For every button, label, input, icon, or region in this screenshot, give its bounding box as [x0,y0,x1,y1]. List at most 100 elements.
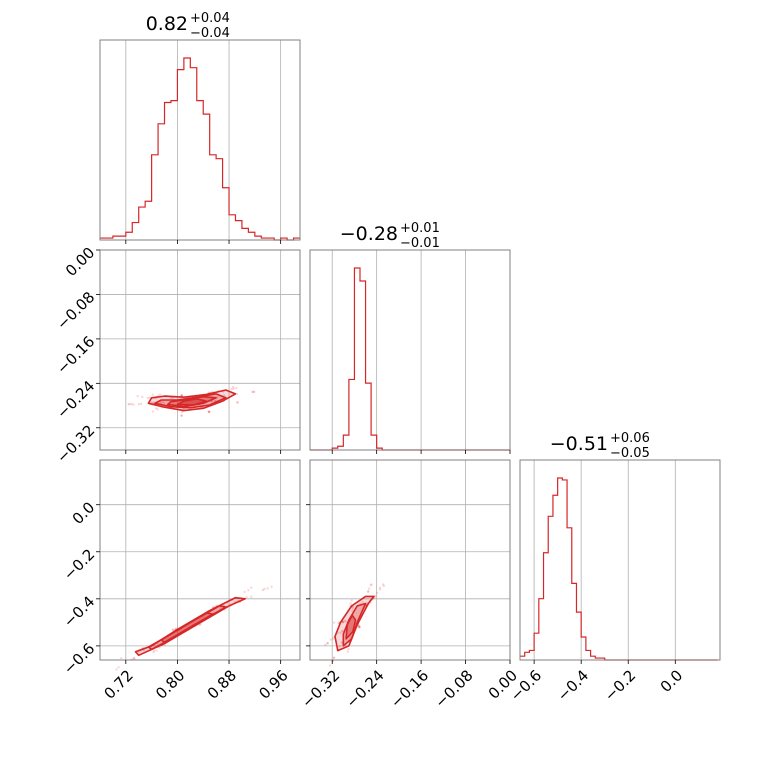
x-tick-label-1-0: −0.32 [298,666,343,711]
sample-point [180,414,183,417]
sample-point [137,402,141,406]
sample-point [235,386,238,390]
sample-point [152,650,155,654]
sample-point [219,606,222,610]
sample-point [130,402,133,406]
sample-point [358,624,361,628]
sample-point [341,629,344,633]
histogram-panel-2: −0.51 +0.06−0.05 [519,431,721,664]
y-tick-label-2-3: 0.0 [69,498,99,528]
sample-point [332,621,336,624]
sample-point [263,587,266,591]
sample-point [338,645,341,648]
sample-point [342,620,345,623]
sample-point [137,651,140,654]
y-tick-label-1-1: −0.24 [53,377,98,422]
param-title-1: −0.28 +0.01−0.01 [340,221,440,251]
sample-point [136,394,139,398]
sample-point [378,588,382,591]
sample-point [128,402,131,406]
sample-point [180,394,184,397]
sample-point [324,643,327,647]
sample-point [382,584,386,588]
scatter-panel-0-1 [96,249,301,454]
sample-point [159,401,162,405]
sample-point [230,387,233,391]
sample-point [180,394,183,397]
panel-frame-0-2 [99,459,301,661]
histogram-steps-0 [100,57,300,241]
sample-point [332,656,335,660]
sample-point [339,631,342,635]
x-tick-label-1-1: −0.24 [343,666,388,711]
param-title-2: −0.51 +0.06−0.05 [550,431,650,461]
y-tick-label-1-4: 0.00 [62,244,98,280]
title-median-2: −0.51 [550,433,608,455]
sample-point [332,656,336,659]
x-tick-label-0-2: 0.88 [204,666,240,702]
x-tick-label-0-1: 0.80 [152,666,188,702]
sample-point [341,630,344,633]
title-minus-0: −0.04 [190,26,230,41]
sample-point [151,393,154,396]
panel-frame-2-2 [519,459,721,661]
sample-point [162,401,165,404]
sample-point [180,394,183,397]
histogram-steps-2 [520,477,718,661]
sample-point [245,595,248,599]
scatter-panel-0-2 [96,459,301,671]
sample-point [374,594,377,598]
y-tick-label-2-0: −0.6 [60,640,98,678]
sample-point [370,583,373,586]
panel-frame-0-0 [99,39,301,241]
sample-point [156,408,159,411]
title-plus-1: +0.01 [400,221,440,236]
contour-level-2 [345,614,357,640]
panel-frame-0-1 [99,249,301,451]
sample-point [361,600,364,604]
x-tick-label-2-2: −0.2 [601,666,639,704]
sample-point [252,390,256,393]
histogram-panel-1: −0.28 +0.01−0.01 [309,221,511,454]
x-tick-label-0-3: 0.96 [255,666,291,702]
sample-point [207,410,210,414]
sample-point [180,410,184,414]
sample-point [222,394,226,397]
sample-point [251,390,254,394]
panel-frame-1-2 [309,459,511,661]
sample-point [346,650,350,653]
sample-point [332,637,335,640]
sample-point [347,647,350,651]
contour-level-3 [176,398,208,406]
sample-point [171,628,175,631]
sample-point [326,641,330,645]
sample-point [155,649,158,652]
x-tick-label-1-3: −0.08 [431,666,476,711]
sample-point [132,656,136,659]
sample-point [146,396,149,400]
sample-point [250,586,253,589]
y-tick-label-2-2: −0.2 [60,545,98,583]
sample-point [180,414,183,417]
sample-point [235,392,239,396]
sample-point [350,609,354,612]
histogram-panel-0: 0.82 +0.04−0.04 [99,11,301,244]
sample-point [115,668,118,671]
sample-point [127,403,130,406]
title-minus-2: −0.05 [610,446,650,461]
x-tick-label-2-1: −0.4 [554,666,592,704]
x-tick-label-0-0: 0.72 [101,666,137,702]
sample-point [252,390,255,394]
sample-point [326,642,329,645]
sample-point [351,607,355,610]
sample-point [350,599,353,602]
x-tick-label-1-2: −0.16 [387,666,432,711]
title-median-1: −0.28 [340,223,398,245]
sample-point [358,626,361,629]
sample-point [341,620,345,624]
title-median-0: 0.82 [146,13,188,35]
sample-point [340,641,343,644]
sample-point [329,638,332,641]
sample-point [381,583,385,586]
